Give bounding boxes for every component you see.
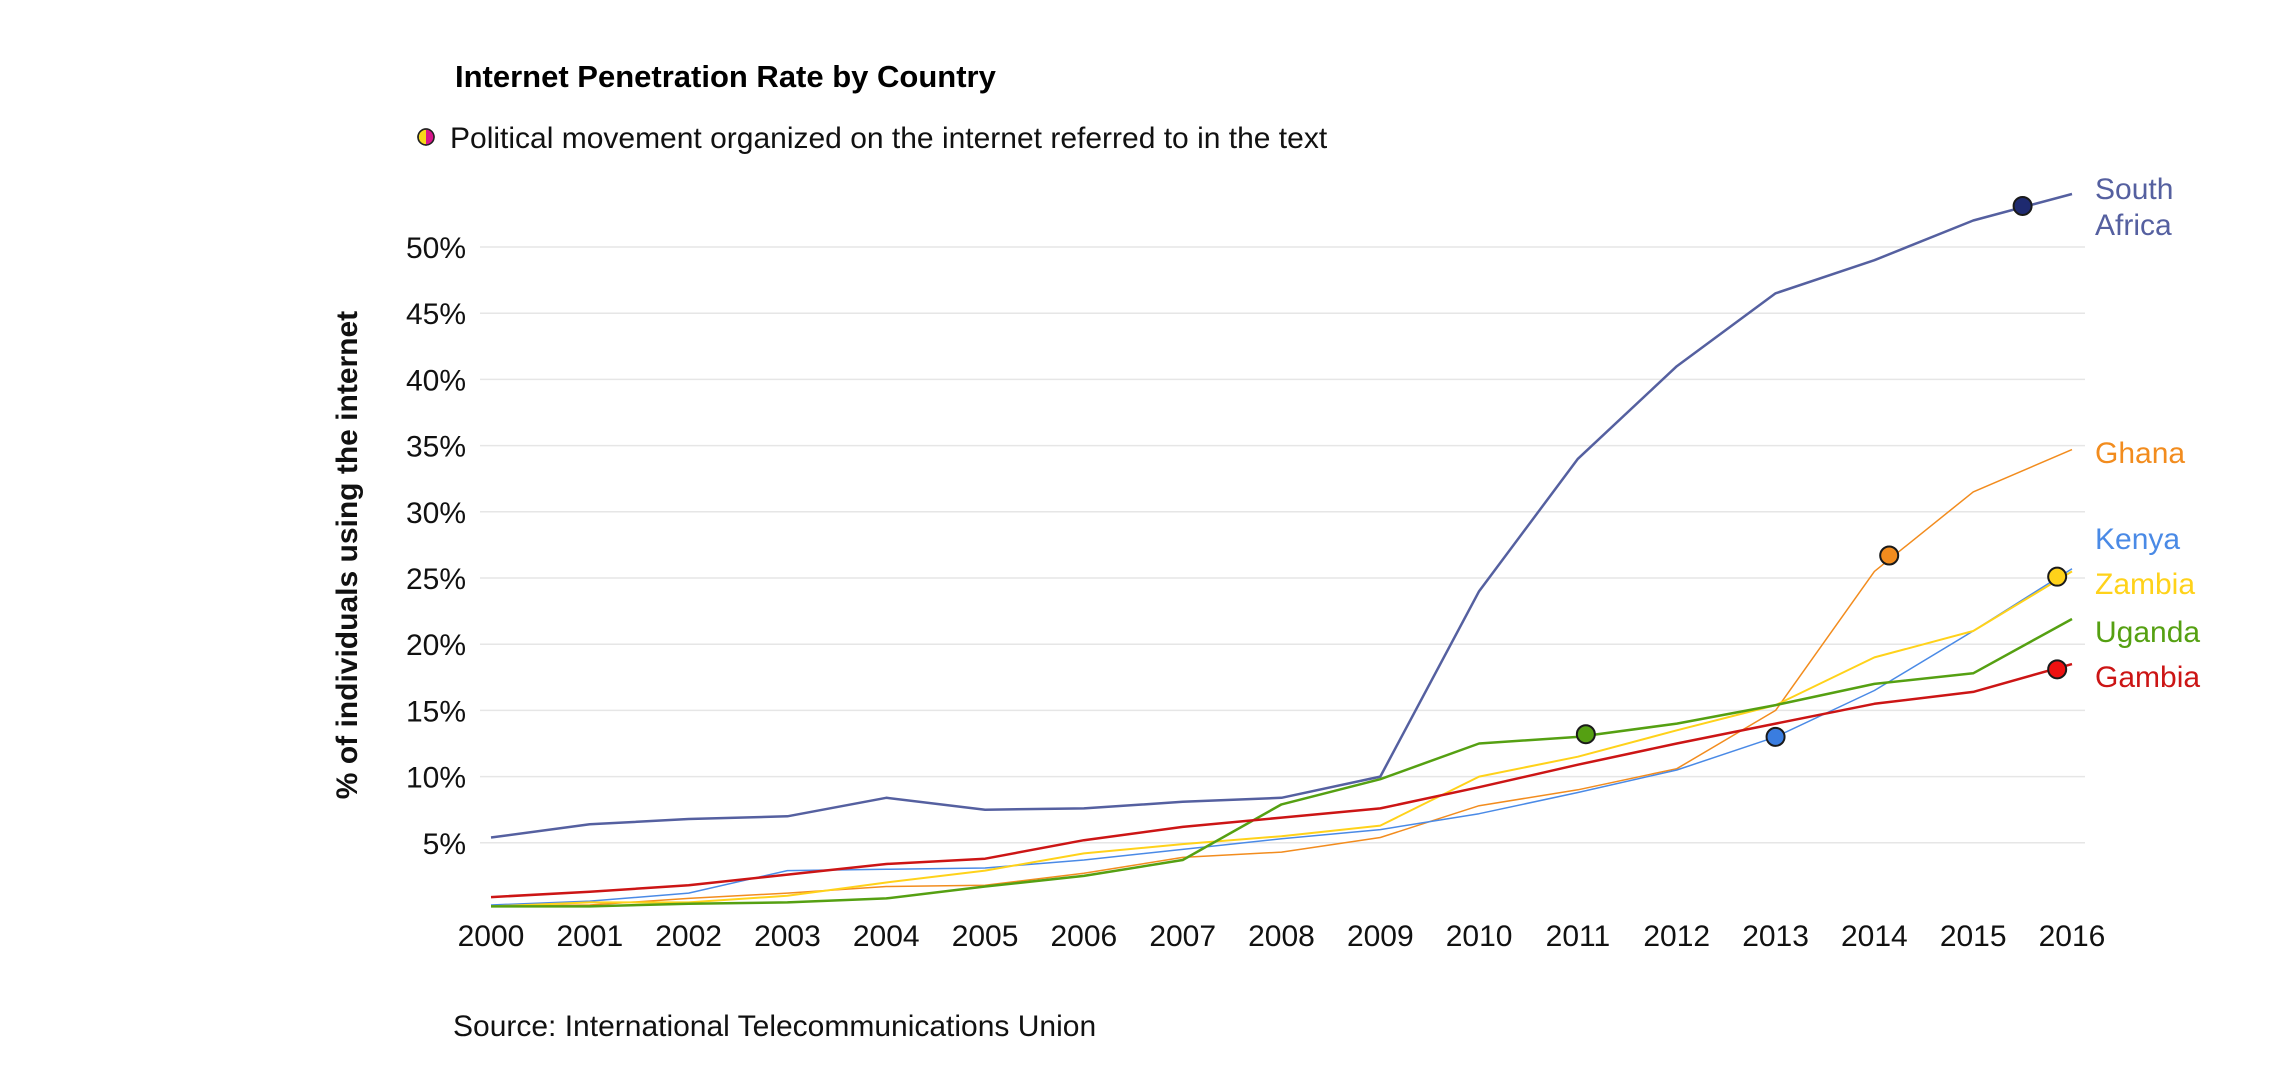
x-tick-label: 2004 [853, 920, 920, 953]
event-marker-uganda [1575, 724, 1596, 745]
x-tick-label: 2016 [2039, 920, 2106, 953]
y-axis-label: % of individuals using the internet [331, 311, 364, 799]
y-tick-label: 10% [406, 762, 466, 795]
x-tick-label: 2009 [1347, 920, 1414, 953]
y-tick-label: 20% [406, 629, 466, 662]
series-label-gambia: Gambia [2095, 661, 2200, 694]
x-tick-label: 2013 [1742, 920, 1809, 953]
chart-title: Internet Penetration Rate by Country [455, 59, 997, 94]
y-tick-label: 5% [423, 828, 466, 861]
series-line-zambia [490, 570, 2073, 908]
y-tick-label: 35% [406, 431, 466, 464]
series-line-ghana [490, 448, 2073, 908]
x-tick-label: 2001 [556, 920, 623, 953]
source-note: Source: International Telecommunications… [453, 1010, 1096, 1043]
series-line-kenya [490, 568, 2073, 906]
event-marker-zambia [2047, 566, 2068, 587]
legend: Political movement organized on the inte… [417, 122, 1328, 155]
x-tick-label: 2012 [1643, 920, 1710, 953]
y-tick-label: 50% [406, 232, 466, 265]
series-label-zambia: Zambia [2095, 568, 2195, 601]
legend-note: Political movement organized on the inte… [450, 122, 1328, 155]
x-axis-ticks: 2000 2001 2002 2003 2004 2005 2006 2007 2008 2009… [458, 920, 2106, 953]
y-tick-label: 15% [406, 695, 466, 728]
event-marker-kenya [1765, 726, 1786, 747]
x-tick-label: 2008 [1248, 920, 1315, 953]
x-tick-label: 2014 [1841, 920, 1908, 953]
x-tick-label: 2005 [952, 920, 1019, 953]
event-marker-gambia [2047, 659, 2068, 680]
x-tick-label: 2011 [1546, 920, 1611, 953]
series-markers [1575, 195, 2068, 747]
series-label-south-africa: South [2095, 173, 2173, 206]
x-tick-label: 2015 [1940, 920, 2007, 953]
x-tick-label: 2007 [1149, 920, 1216, 953]
legend-marker-right [426, 129, 434, 145]
series-lines [490, 192, 2073, 908]
y-tick-label: 40% [406, 364, 466, 397]
event-marker-ghana [1879, 545, 1900, 566]
series-label-south-africa: Africa [2095, 209, 2172, 242]
y-axis-ticks: 5% 10% 15% 20% 25% 30% 35% 40% 45% 50% [406, 232, 466, 861]
series-line-south-africa [490, 192, 2073, 839]
series-line-gambia [490, 662, 2073, 899]
event-marker-south-africa [2012, 195, 2033, 216]
y-tick-label: 30% [406, 497, 466, 530]
series-label-uganda: Uganda [2095, 616, 2200, 649]
gridlines [480, 246, 2085, 844]
series-label-ghana: Ghana [2095, 437, 2185, 470]
series-line-uganda [491, 617, 2073, 908]
x-tick-label: 2002 [655, 920, 722, 953]
y-tick-label: 25% [406, 563, 466, 596]
legend-marker-outline [417, 128, 435, 146]
y-tick-label: 45% [406, 298, 466, 331]
x-tick-label: 2000 [458, 920, 525, 953]
x-tick-label: 2003 [754, 920, 821, 953]
series-label-kenya: Kenya [2095, 523, 2180, 556]
x-tick-label: 2010 [1446, 920, 1513, 953]
x-tick-label: 2006 [1051, 920, 1118, 953]
